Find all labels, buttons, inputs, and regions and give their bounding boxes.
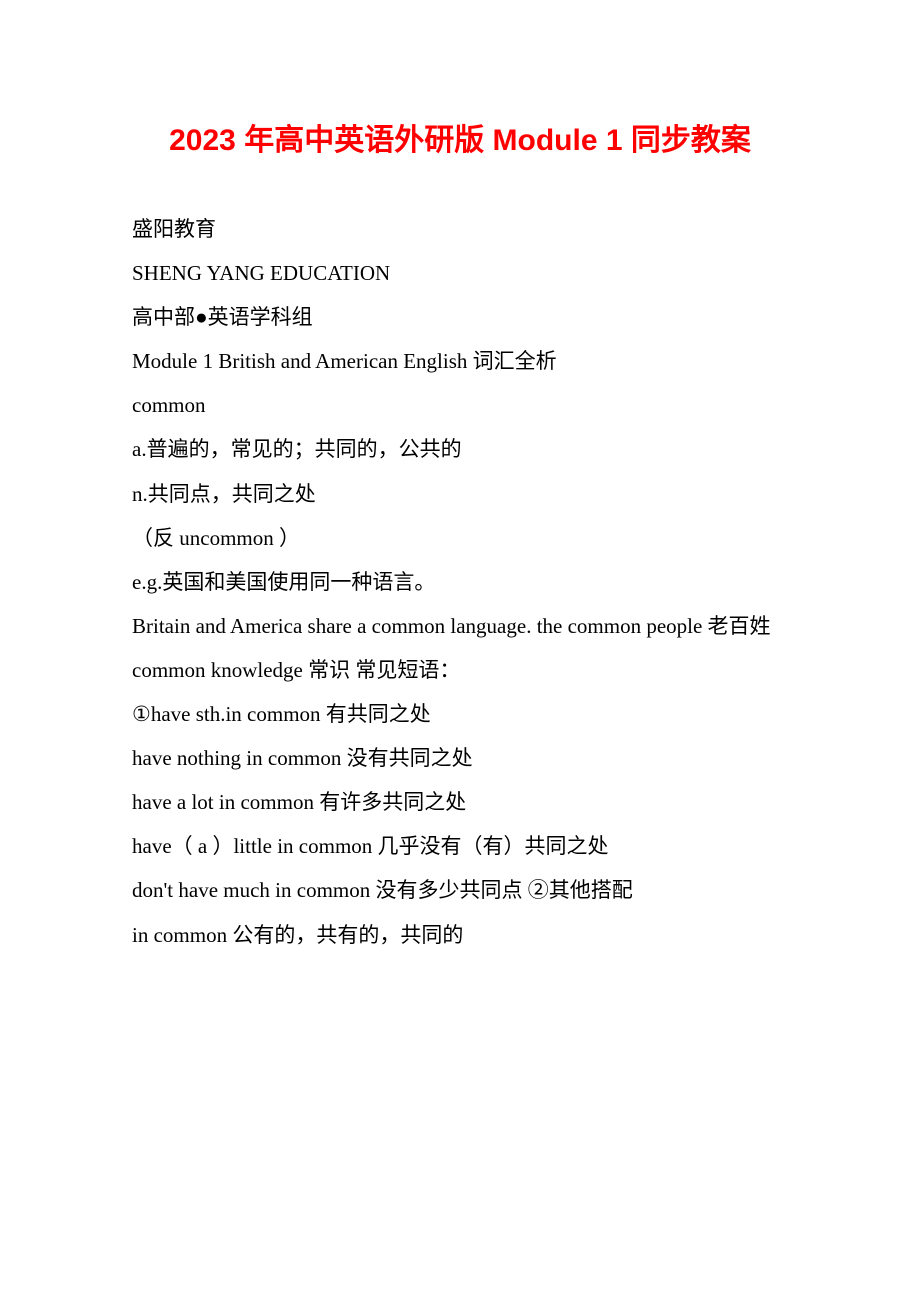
content-line: have（ a ）little in common 几乎没有（有）共同之处	[90, 824, 830, 868]
content-line: 高中部●英语学科组	[90, 295, 830, 339]
content-line: ①have sth.in common 有共同之处	[90, 692, 830, 736]
content-line: don't have much in common 没有多少共同点 ②其他搭配	[90, 868, 830, 912]
content-line: Britain and America share a common langu…	[90, 604, 830, 648]
content-line: have nothing in common 没有共同之处	[90, 736, 830, 780]
content-line: n.共同点，共同之处	[90, 472, 830, 516]
content-line: have a lot in common 有许多共同之处	[90, 780, 830, 824]
document-title: 2023 年高中英语外研版 Module 1 同步教案	[90, 115, 830, 159]
content-line: （反 uncommon ）	[90, 516, 830, 560]
content-line: Module 1 British and American English 词汇…	[90, 339, 830, 383]
document-content: 盛阳教育 SHENG YANG EDUCATION 高中部●英语学科组 Modu…	[90, 207, 830, 957]
content-line: a.普遍的，常见的；共同的，公共的	[90, 427, 830, 471]
content-line: SHENG YANG EDUCATION	[90, 251, 830, 295]
content-line: common	[90, 383, 830, 427]
content-line: 盛阳教育	[90, 207, 830, 251]
content-line: e.g.英国和美国使用同一种语言。	[90, 560, 830, 604]
content-line: common knowledge 常识 常见短语：	[90, 648, 830, 692]
content-line: in common 公有的，共有的，共同的	[90, 913, 830, 957]
